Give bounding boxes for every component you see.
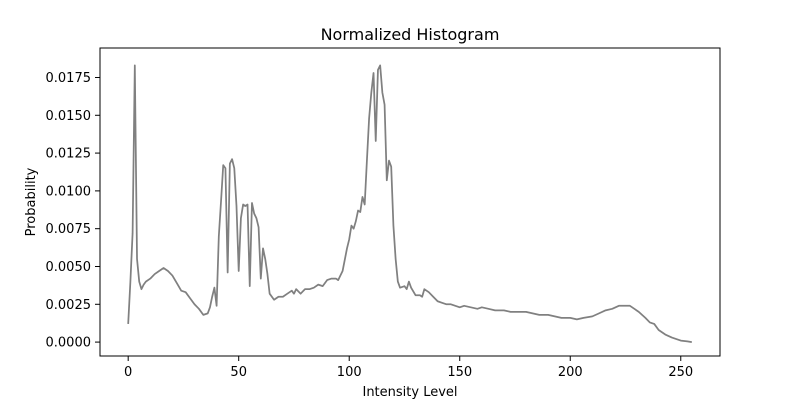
y-axis-label: Probability: [24, 167, 39, 236]
x-tick-label: 50: [230, 365, 247, 380]
y-tick-label: 0.0150: [46, 109, 92, 124]
y-tick-label: 0.0125: [46, 147, 92, 162]
y-tick-label: 0.0050: [46, 260, 92, 275]
x-tick-label: 0: [124, 365, 132, 380]
axes-frame: [99, 47, 721, 357]
x-axis-label: Intensity Level: [362, 385, 457, 400]
y-tick-label: 0.0100: [46, 184, 92, 199]
series-line-histogram: [127, 64, 692, 343]
y-axis-ticks: 0.0000 0.0025 0.0050 0.0075 0.0100 0.0125 0.01…: [46, 71, 100, 351]
x-tick-label: 250: [668, 365, 693, 380]
y-tick-label: 0.0025: [46, 298, 92, 313]
x-tick-label: 100: [337, 365, 362, 380]
plot-area: [99, 47, 721, 357]
chart-title: Normalized Histogram: [321, 25, 500, 44]
x-tick-label: 200: [558, 365, 583, 380]
y-tick-label: 0.0075: [46, 222, 92, 237]
x-tick-label: 150: [447, 365, 472, 380]
y-tick-label: 0.0175: [46, 71, 92, 86]
y-tick-label: 0.0000: [46, 336, 92, 351]
x-axis-ticks: 0 50 100 150 200 250: [124, 356, 693, 380]
